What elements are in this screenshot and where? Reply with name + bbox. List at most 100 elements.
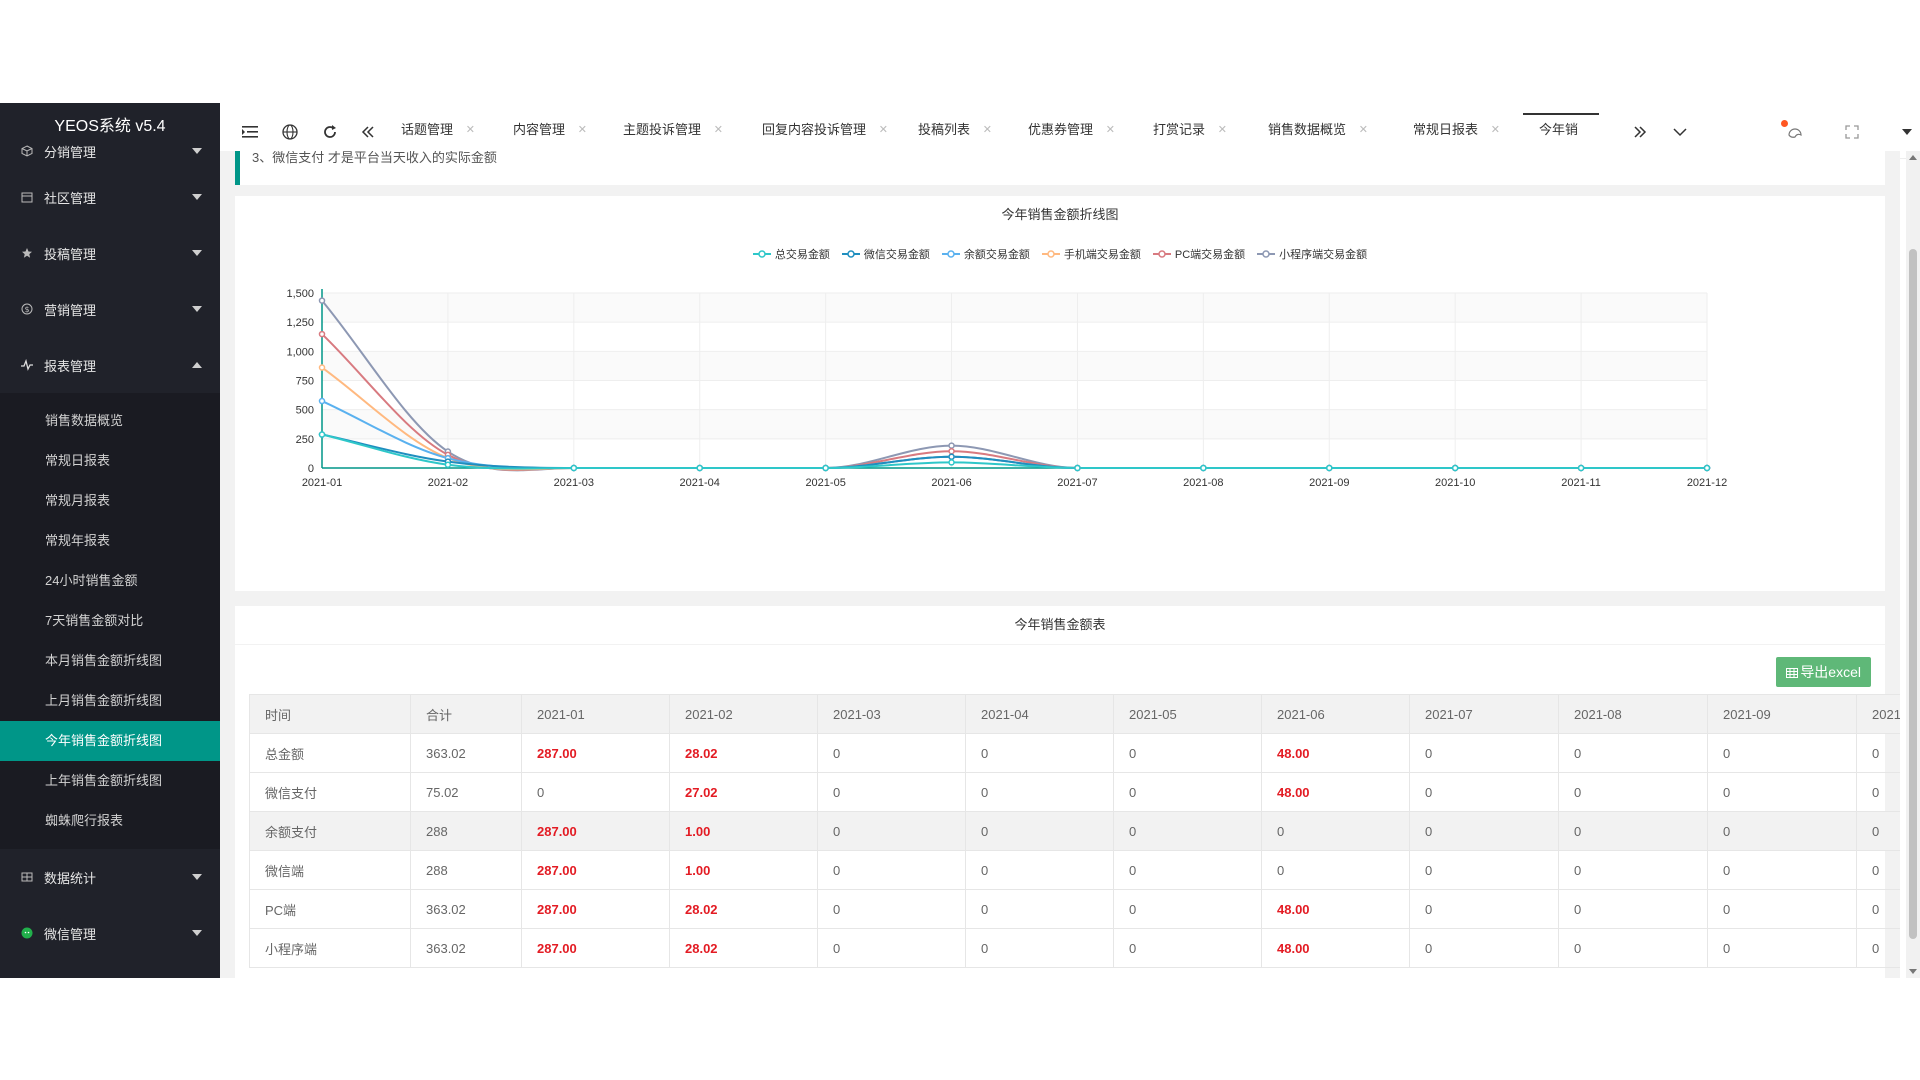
column-header: 2021-04: [965, 694, 1114, 734]
sidebar-group-top-2[interactable]: 投稿管理: [0, 225, 220, 281]
sidebar-group-bottom-0[interactable]: 数据统计: [0, 849, 220, 905]
scroll-right-icon[interactable]: [1625, 117, 1655, 147]
sidebar-group-top-1[interactable]: 社区管理: [0, 169, 220, 225]
tab-item[interactable]: 回复内容投诉管理 ✕: [746, 115, 888, 145]
tab-label: 回复内容投诉管理: [762, 122, 867, 137]
more-dropdown-icon[interactable]: [1892, 117, 1920, 147]
sidebar-subitem[interactable]: 常规月报表: [45, 493, 111, 508]
close-tab-icon[interactable]: ✕: [1105, 124, 1116, 136]
y-tick-label: 1,500: [286, 288, 314, 300]
grid-band: [322, 409, 1707, 439]
tab-item[interactable]: 销售数据概览 ✕: [1252, 115, 1368, 145]
legend-label: PC端交易金额: [1174, 249, 1246, 261]
sidebar-subitem[interactable]: 7天销售金额对比: [45, 613, 144, 628]
sidebar-group-label: 微信管理: [44, 926, 97, 942]
table-title: 今年销售金额表: [235, 606, 1885, 645]
table-body: 总金额363.02287.0028.0200048.00000000微信支付75…: [249, 733, 1900, 968]
sidebar-subitem[interactable]: 上年销售金额折线图: [45, 773, 163, 788]
table-cell: 48.00: [1261, 928, 1410, 968]
sidebar-subitem[interactable]: 常规年报表: [45, 533, 111, 548]
close-tab-icon[interactable]: ✕: [713, 124, 724, 136]
star-icon: [20, 246, 34, 260]
table-cell: 微信支付: [249, 772, 411, 812]
close-tab-icon[interactable]: ✕: [577, 124, 588, 136]
close-tab-icon[interactable]: ✕: [1490, 124, 1501, 136]
close-tab-icon[interactable]: ✕: [878, 124, 889, 136]
scroll-down-arrow-icon[interactable]: [1909, 969, 1917, 974]
close-tab-icon[interactable]: ✕: [1217, 124, 1228, 136]
tab-item[interactable]: 话题管理 ✕: [385, 115, 475, 145]
sidebar-subitem[interactable]: 本月销售金额折线图: [45, 653, 163, 668]
tab-item[interactable]: 内容管理 ✕: [497, 115, 587, 145]
app-logo: YEOS系统 v5.4: [0, 103, 220, 151]
column-header: 2021-08: [1558, 694, 1708, 734]
table-cell: 287.00: [521, 733, 670, 773]
column-header: 2021-07: [1409, 694, 1559, 734]
table-cell: PC端: [249, 889, 411, 929]
column-header: 2021-06: [1261, 694, 1410, 734]
data-point: [1074, 464, 1081, 472]
sidebar-group-top-3[interactable]: $ 营销管理: [0, 281, 220, 337]
export-excel-button[interactable]: 导出excel: [1776, 657, 1871, 687]
legend-item[interactable]: 手机端交易金额: [1041, 246, 1141, 262]
globe-icon[interactable]: [275, 117, 305, 147]
sidebar-group-top-0[interactable]: 分销管理: [0, 133, 220, 169]
table-cell: 0: [1409, 811, 1559, 851]
legend-item[interactable]: PC端交易金额: [1152, 246, 1246, 262]
table-cell: 0: [1707, 850, 1857, 890]
tab-item[interactable]: 打赏记录 ✕: [1137, 115, 1227, 145]
sidebar-subitem[interactable]: 销售数据概览: [45, 413, 124, 428]
legend-symbol-icon: [1257, 250, 1276, 258]
sidebar-subitem[interactable]: 蜘蛛爬行报表: [45, 813, 124, 828]
tab-dropdown-icon[interactable]: [1665, 117, 1695, 147]
scroll-up-arrow-icon[interactable]: [1909, 155, 1917, 160]
sidebar-subitem[interactable]: 上月销售金额折线图: [45, 693, 163, 708]
scroll-thumb[interactable]: [1909, 249, 1917, 939]
sales-table: 时间 合计 2021-01 2021-02 2021-03 2021-04 2021-05 2…: [249, 694, 1900, 968]
close-tab-icon[interactable]: ✕: [982, 124, 993, 136]
tab-item[interactable]: 投稿列表 ✕: [902, 115, 992, 145]
x-tick-label: 2021-02: [428, 477, 468, 489]
page-scrollbar[interactable]: [1906, 151, 1920, 978]
legend-item[interactable]: 总交易金额: [752, 246, 830, 262]
tab-item[interactable]: 今年销: [1523, 113, 1599, 145]
close-tab-icon[interactable]: ✕: [1358, 124, 1369, 136]
fullscreen-icon[interactable]: [1837, 117, 1867, 147]
tab-label: 打赏记录: [1153, 122, 1206, 137]
sidebar-group-label: 投稿管理: [44, 246, 97, 262]
tab-item[interactable]: 常规日报表 ✕: [1397, 115, 1500, 145]
table-cell: 27.02: [669, 772, 818, 812]
sidebar-subitem[interactable]: 常规日报表: [45, 453, 111, 468]
legend-item[interactable]: 余额交易金额: [941, 246, 1030, 262]
series-line: [321, 433, 1707, 469]
sidebar-group-top-4[interactable]: 报表管理: [0, 337, 220, 393]
table-cell: 0: [1707, 733, 1857, 773]
tab-item[interactable]: 主题投诉管理 ✕: [607, 115, 723, 145]
legend-label: 余额交易金额: [963, 249, 1030, 261]
close-tab-icon[interactable]: ✕: [465, 124, 476, 136]
tab-item[interactable]: 优惠券管理 ✕: [1012, 115, 1115, 145]
table-cell: 0: [1409, 850, 1559, 890]
table-cell: 363.02: [410, 733, 522, 773]
legend-item[interactable]: 小程序端交易金额: [1257, 246, 1367, 262]
scroll-left-icon[interactable]: [353, 117, 383, 147]
table-cell: 0: [1113, 889, 1262, 929]
legend-item[interactable]: 微信交易金额: [841, 246, 930, 262]
x-tick-label: 2021-05: [805, 477, 845, 489]
x-tick-label: 2021-10: [1435, 477, 1475, 489]
theme-icon[interactable]: [1780, 117, 1810, 147]
table-cell: 微信端: [249, 850, 411, 890]
chart-legend: 总交易金额 微信交易金额 余额交易金额 手机端交易金额 PC端交易金额 小程序端交易金额: [235, 246, 1885, 262]
sidebar-group-bottom-1[interactable]: 微信管理: [0, 905, 220, 961]
sidebar-subitem[interactable]: 24小时销售金额: [45, 573, 138, 588]
tab-label: 内容管理: [513, 122, 566, 137]
tab-label: 销售数据概览: [1268, 122, 1347, 137]
sidebar-subitem[interactable]: 今年销售金额折线图: [0, 721, 220, 761]
menu-toggle-icon[interactable]: [235, 117, 265, 147]
legend-symbol-icon: [752, 250, 771, 258]
y-tick-label: 1,250: [286, 317, 314, 329]
tab-label: 主题投诉管理: [623, 122, 702, 137]
table-cell: 0: [1558, 850, 1708, 890]
refresh-icon[interactable]: [315, 117, 345, 147]
